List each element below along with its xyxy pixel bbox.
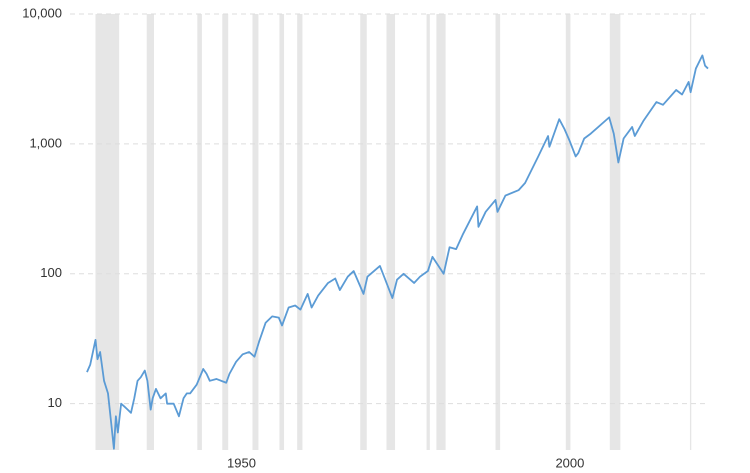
recession-band (436, 14, 446, 450)
recession-band (146, 14, 154, 450)
recession-band (426, 14, 430, 450)
price-line (86, 54, 709, 450)
recession-band (222, 14, 229, 450)
recession-band (360, 14, 367, 450)
x-tick-label: 1950 (227, 455, 256, 470)
recession-band (689, 14, 692, 450)
recession-band (252, 14, 259, 450)
y-tick-label: 100 (40, 265, 62, 280)
recession-band (279, 14, 285, 450)
y-tick-label: 1,000 (29, 135, 62, 150)
recession-band (495, 14, 501, 450)
recession-band (565, 14, 571, 450)
recession-band (197, 14, 202, 450)
recession-band (297, 14, 303, 450)
y-tick-label: 10 (48, 395, 62, 410)
x-tick-label: 2000 (555, 455, 584, 470)
y-tick-label: 10,000 (22, 5, 62, 20)
recession-band (609, 14, 621, 450)
recession-band (386, 14, 396, 450)
recession-band (95, 14, 120, 450)
